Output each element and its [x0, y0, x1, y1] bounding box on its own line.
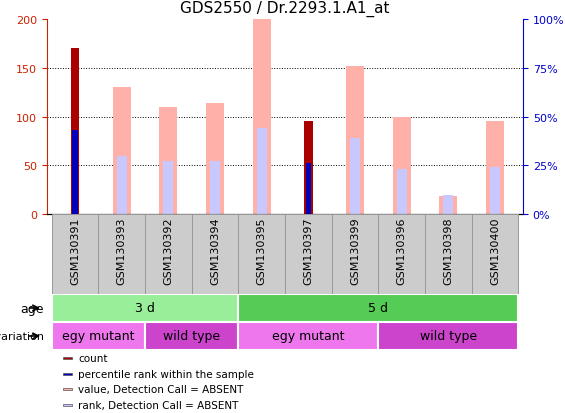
Text: age: age	[21, 302, 44, 315]
Text: GSM130399: GSM130399	[350, 217, 360, 284]
FancyBboxPatch shape	[238, 294, 518, 322]
FancyBboxPatch shape	[379, 214, 425, 294]
Title: GDS2550 / Dr.2293.1.A1_at: GDS2550 / Dr.2293.1.A1_at	[180, 1, 390, 17]
Bar	[257, 129, 267, 214]
Text: wild type: wild type	[163, 330, 220, 343]
FancyBboxPatch shape	[51, 214, 98, 294]
Text: genotype/variation: genotype/variation	[0, 331, 44, 341]
Text: GSM130392: GSM130392	[163, 217, 173, 284]
Bar	[486, 122, 504, 214]
FancyBboxPatch shape	[145, 322, 238, 350]
Bar	[206, 104, 224, 214]
Bar	[210, 162, 220, 214]
FancyBboxPatch shape	[51, 294, 238, 322]
Bar	[71, 49, 79, 214]
FancyBboxPatch shape	[238, 214, 285, 294]
Bar	[304, 122, 312, 214]
Bar	[72, 131, 78, 214]
FancyBboxPatch shape	[145, 214, 192, 294]
FancyBboxPatch shape	[379, 322, 518, 350]
Bar	[306, 164, 311, 214]
FancyBboxPatch shape	[332, 214, 379, 294]
FancyBboxPatch shape	[51, 322, 145, 350]
FancyBboxPatch shape	[98, 214, 145, 294]
Bar	[253, 20, 271, 214]
Text: GSM130400: GSM130400	[490, 217, 500, 284]
Text: rank, Detection Call = ABSENT: rank, Detection Call = ABSENT	[79, 400, 239, 410]
Text: GSM130398: GSM130398	[444, 217, 453, 284]
Text: percentile rank within the sample: percentile rank within the sample	[79, 369, 254, 379]
Text: GSM130395: GSM130395	[257, 217, 267, 284]
Text: egy mutant: egy mutant	[272, 330, 345, 343]
Text: GSM130396: GSM130396	[397, 217, 407, 284]
FancyBboxPatch shape	[192, 214, 238, 294]
Bar	[113, 88, 131, 214]
Bar	[350, 139, 360, 214]
Bar	[346, 66, 364, 214]
FancyBboxPatch shape	[238, 322, 379, 350]
Text: value, Detection Call = ABSENT: value, Detection Call = ABSENT	[79, 385, 244, 394]
Text: 3 d: 3 d	[135, 302, 155, 315]
Bar	[397, 170, 407, 214]
Text: GSM130391: GSM130391	[70, 217, 80, 284]
FancyBboxPatch shape	[472, 214, 518, 294]
Bar	[63, 357, 72, 359]
Bar	[440, 197, 457, 214]
Text: wild type: wild type	[420, 330, 477, 343]
Text: count: count	[79, 353, 108, 363]
Bar	[63, 388, 72, 391]
FancyBboxPatch shape	[285, 214, 332, 294]
Bar	[163, 162, 173, 214]
Bar	[63, 404, 72, 406]
Text: GSM130393: GSM130393	[116, 217, 127, 284]
Bar	[393, 118, 411, 214]
Text: GSM130394: GSM130394	[210, 217, 220, 284]
Bar	[490, 168, 500, 214]
Text: GSM130397: GSM130397	[303, 217, 314, 284]
Bar	[116, 156, 127, 214]
Bar	[63, 373, 72, 375]
Text: 5 d: 5 d	[368, 302, 388, 315]
Bar	[159, 107, 177, 214]
FancyBboxPatch shape	[425, 214, 472, 294]
Text: egy mutant: egy mutant	[62, 330, 134, 343]
Bar	[443, 195, 454, 214]
